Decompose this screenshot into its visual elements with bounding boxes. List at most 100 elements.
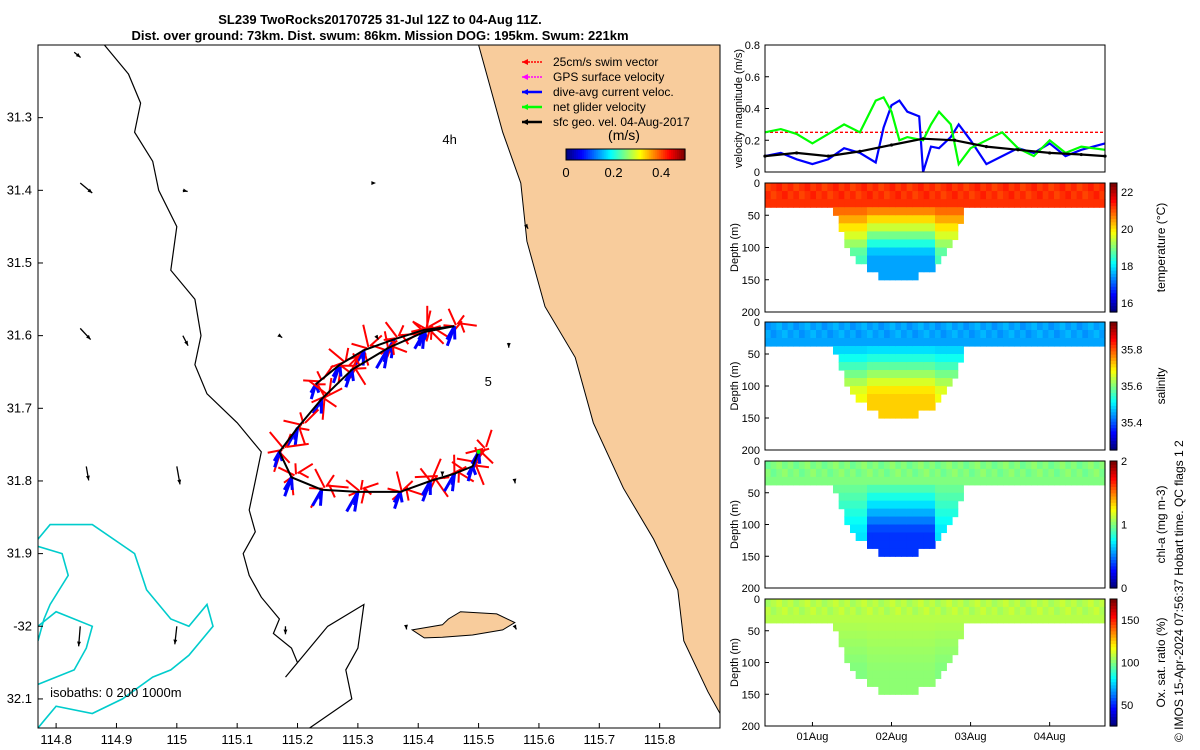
section-cell (878, 378, 885, 387)
section-cell (765, 614, 772, 624)
section-cell (872, 394, 879, 403)
section-cell (1059, 606, 1066, 616)
section-cell (844, 614, 851, 624)
swim-vector (456, 470, 475, 483)
section-cell (867, 540, 874, 549)
section-cell (1076, 461, 1083, 470)
section-cell (946, 207, 953, 216)
section-colorbar-cell (1110, 183, 1117, 187)
section-cell (793, 599, 800, 608)
colorbar-cell (651, 149, 654, 160)
section-cell (833, 199, 840, 208)
section-cell (844, 183, 851, 192)
section-cell (895, 638, 902, 648)
section-cell (929, 354, 936, 363)
section-cell (906, 239, 913, 249)
velocity-y-tick-label: 0 (754, 167, 760, 179)
section-cell (895, 484, 902, 494)
section-cell (838, 362, 845, 371)
section-cell (867, 492, 874, 502)
section-cell (906, 500, 913, 510)
section-cell (980, 614, 987, 624)
section-cell (838, 330, 845, 339)
section-cell (765, 599, 772, 608)
section-colorbar-cell (1110, 334, 1117, 339)
section-cell (1003, 322, 1010, 331)
section-cell (872, 524, 879, 534)
section-cell (940, 461, 947, 470)
swim-vector (327, 484, 349, 489)
section-cell (878, 484, 885, 494)
section-colorbar-cell (1110, 572, 1117, 576)
section-cell (884, 500, 891, 510)
section-cell (906, 622, 913, 632)
section-colorbar-cell (1110, 678, 1117, 683)
section-cell (867, 670, 874, 679)
section-cell (952, 362, 959, 371)
section-cell (821, 322, 828, 331)
section-cell (1059, 614, 1066, 624)
y-tick-label: 31.8 (7, 473, 32, 488)
section-cell (1025, 599, 1032, 608)
section-cell (963, 476, 970, 486)
colorbar-cell (629, 149, 633, 160)
colorbar-frame (565, 148, 686, 161)
section-colorbar-cell (1110, 398, 1117, 403)
colorbar-cell (566, 149, 569, 160)
section-cell (889, 255, 896, 265)
section-colorbar-cell (1110, 608, 1117, 613)
section-cell (929, 247, 936, 257)
section-cell (912, 678, 919, 687)
geo-vector-head (77, 641, 81, 647)
section-cell (1025, 338, 1032, 347)
section-cell (821, 476, 828, 486)
section-cell (799, 199, 806, 208)
section-cell (867, 622, 874, 632)
section-cell (923, 670, 930, 679)
section-cell (901, 378, 908, 387)
colorbar-cell (613, 149, 617, 160)
section-cell (1003, 338, 1010, 347)
section-cell (1048, 183, 1055, 192)
section-cell (912, 508, 919, 518)
section-cell (850, 461, 857, 470)
section-cell (1054, 191, 1061, 200)
section-cell (827, 191, 834, 200)
section-cell (974, 199, 981, 208)
section-cell (861, 207, 868, 216)
section-cell (946, 516, 953, 526)
section-cell (1065, 191, 1072, 200)
dive-avg-vector (353, 491, 360, 512)
section-cell (991, 614, 998, 624)
section-cell (850, 199, 857, 208)
section-colorbar-cell (1110, 492, 1117, 497)
section-cell (861, 378, 868, 387)
section-x-tick-label: 02Aug (876, 731, 908, 743)
section-colorbar-label: chl-a (mg m-3) (1154, 485, 1168, 563)
section-cell (872, 662, 879, 672)
section-cell (872, 370, 879, 379)
section-cell (1071, 338, 1078, 347)
section-cell (991, 476, 998, 486)
section-cell (867, 223, 874, 232)
section-cell (918, 532, 925, 541)
section-cell (850, 183, 857, 192)
section-cell (1014, 338, 1021, 347)
geo-vector-head (404, 624, 408, 630)
section-cell (991, 322, 998, 331)
velocity-ylabel: velocity magnitude (m/s) (733, 49, 745, 168)
section-cell (1025, 322, 1032, 331)
section-cell (804, 338, 811, 347)
section-colorbar-cell (1110, 263, 1117, 268)
section-y-tick-label: 200 (742, 583, 760, 595)
geo-vector (145, 38, 147, 41)
section-cell (923, 524, 930, 534)
section-colorbar-cell (1110, 424, 1117, 429)
section-cell (1042, 476, 1049, 486)
section-cell (810, 183, 817, 192)
section-cell (1048, 476, 1055, 486)
section-cell (906, 410, 913, 419)
section-cell (923, 508, 930, 518)
section-colorbar-cell (1110, 524, 1117, 529)
section-cell (946, 338, 953, 347)
